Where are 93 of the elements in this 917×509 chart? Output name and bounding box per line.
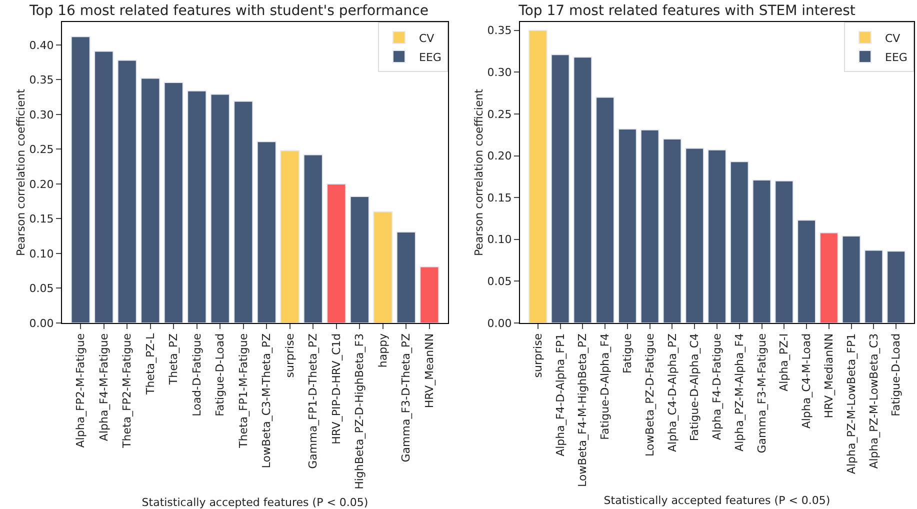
y-tick-label: 0.35	[487, 24, 512, 38]
x-tick-label: Alpha_PZ-M-Alpha_F4	[732, 333, 746, 452]
x-tick-label: Alpha_C4-M-Load	[800, 333, 814, 429]
y-tick-label: 0.10	[29, 247, 54, 260]
chart-title: Top 16 most related features with student's performance	[28, 2, 428, 19]
bar	[528, 30, 548, 323]
bar	[70, 36, 90, 323]
bar	[326, 183, 346, 323]
x-tick-label: HRV_MedianNN	[822, 333, 836, 418]
x-tick-label: Alpha_F4-M-Fatigue	[97, 333, 110, 442]
y-tick-label: 0.40	[29, 38, 54, 52]
bar	[797, 220, 816, 323]
bar	[256, 141, 276, 323]
bar	[280, 150, 300, 323]
x-tick-label: Theta_FP1-M-Fatigue	[236, 333, 250, 449]
legend-label: EEG	[885, 50, 908, 64]
x-axis-title: Statistically accepted features (P < 0.05)	[142, 496, 368, 509]
y-tick-label: 0.15	[29, 212, 54, 226]
x-tick-label: surprise	[531, 333, 544, 378]
bar	[708, 149, 726, 323]
x-tick-label: Fatigue	[621, 333, 634, 374]
bar	[94, 50, 114, 323]
bar	[210, 94, 230, 323]
x-tick-label: LowBeta_F4-M-HighBeta_PZ	[576, 332, 590, 488]
bar	[640, 129, 660, 323]
y-tick-label: 0.05	[29, 282, 54, 296]
x-tick-label: surprise	[283, 333, 296, 378]
x-tick-label: Alpha_PZ-I	[778, 333, 791, 392]
chart-title: Top 17 most related features with STEM interest	[518, 2, 856, 19]
y-tick-label: 0.30	[487, 66, 512, 80]
legend-label: EEG	[419, 50, 442, 64]
x-tick-label: Theta_PZ	[167, 332, 180, 386]
x-tick-label: Alpha_F4-D-Fatigue	[710, 333, 724, 440]
bar	[350, 196, 370, 323]
bar	[573, 56, 592, 323]
bar	[819, 232, 838, 323]
x-tick-label: Fatigue-D-Alpha_F4	[598, 333, 612, 440]
bar	[842, 236, 861, 323]
y-tick-label: 0.20	[29, 178, 54, 191]
x-tick-label: Alpha_PZ-M-LowBeta_FP1	[844, 333, 858, 474]
x-tick-label: Gamma_FP1-D-Theta_PZ	[306, 332, 320, 469]
x-tick-label: Fatigue-D-Load	[214, 333, 227, 416]
x-tick-label: HRV_MeanNN	[422, 333, 436, 408]
x-tick-label: Theta_PZ-L	[144, 332, 157, 396]
x-tick-label: HighBeta_PZ-D-HighBeta_F3	[353, 333, 366, 490]
bar	[117, 60, 137, 323]
x-tick-label: Alpha_PZ-M-LowBeta_C3	[867, 333, 880, 469]
x-tick-label: Gamma_F3-D-Theta_PZ	[400, 332, 413, 462]
x-axis-title: Statistically accepted features (P < 0.05)	[604, 494, 830, 508]
bar	[752, 180, 772, 323]
bar	[234, 100, 254, 323]
y-axis-title: Pearson correlation coefficient	[472, 88, 486, 256]
x-tick-label: Fatigue-D-Load	[890, 333, 903, 416]
x-tick-label: LowBeta_C3-M-Theta_PZ	[260, 332, 274, 468]
bar	[886, 250, 906, 323]
x-tick-label: Alpha_FP2-M-Fatigue	[74, 333, 88, 448]
x-tick-label: HRV_PIP-D-HRV_C1d	[330, 333, 343, 444]
bar	[140, 78, 160, 323]
y-tick-label: 0.25	[487, 108, 512, 121]
y-tick-label: 0.35	[29, 74, 54, 87]
bar	[420, 266, 440, 323]
x-tick-label: Theta_FP2-M-Fatigue	[120, 333, 134, 449]
y-tick-label: 0.25	[29, 143, 54, 156]
y-tick-label: 0.15	[487, 191, 512, 204]
legend-label: CV	[885, 32, 901, 45]
y-tick-label: 0.30	[29, 108, 54, 122]
x-tick-label: Fatigue-D-Alpha_C4	[688, 333, 702, 442]
y-tick-label: 0.05	[487, 275, 512, 288]
bar	[662, 138, 682, 323]
bar	[864, 250, 884, 323]
x-tick-label: Alpha_C4-D-Alpha_PZ	[666, 332, 679, 452]
x-tick-label: Alpha_F4-D-Alpha_FP1	[554, 333, 567, 456]
x-tick-label: Gamma_F3-M-Fatigue	[755, 333, 768, 454]
y-tick-label: 0.20	[487, 150, 512, 163]
bar	[373, 211, 393, 323]
bar	[618, 128, 637, 323]
bar	[187, 90, 207, 323]
y-tick-label: 0.00	[29, 316, 54, 330]
y-tick-label: 0.00	[487, 316, 512, 330]
legend-label: CV	[419, 32, 435, 45]
bar	[596, 96, 615, 323]
bar	[774, 180, 794, 323]
bar	[164, 82, 184, 323]
y-axis-title: Pearson correlation coefficient	[14, 88, 28, 256]
bar	[396, 231, 416, 323]
bar	[730, 161, 749, 323]
bar	[303, 154, 323, 323]
x-tick-label: Load-D-Fatigue	[190, 333, 204, 416]
x-tick-label: happy	[376, 332, 390, 368]
bar	[550, 54, 570, 323]
bar	[685, 148, 704, 323]
x-tick-label: LowBeta_PZ-D-Fatigue	[643, 333, 656, 456]
y-tick-label: 0.10	[487, 233, 512, 246]
